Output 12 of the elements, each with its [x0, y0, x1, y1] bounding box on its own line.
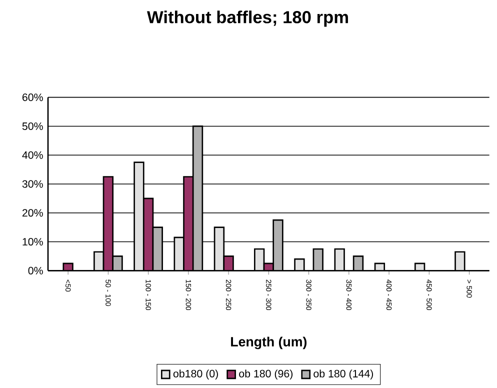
y-tick-label: 30%	[22, 180, 43, 188]
chart-title: Without baffles; 180 rpm	[146, 10, 348, 27]
legend-label: ob180 (0)	[173, 370, 218, 380]
y-tick-label: 60%	[22, 94, 43, 102]
x-axis-title: Length (um)	[231, 336, 307, 350]
legend-label: ob 180 (96)	[239, 370, 293, 380]
y-tick-label: 20%	[22, 209, 43, 217]
legend-label: ob 180 (144)	[314, 370, 373, 380]
y-tick-label: 0%	[28, 266, 43, 274]
y-tick-label: 10%	[22, 238, 43, 246]
y-tick-label: 50%	[22, 122, 43, 130]
y-tick-label: 40%	[22, 151, 43, 159]
